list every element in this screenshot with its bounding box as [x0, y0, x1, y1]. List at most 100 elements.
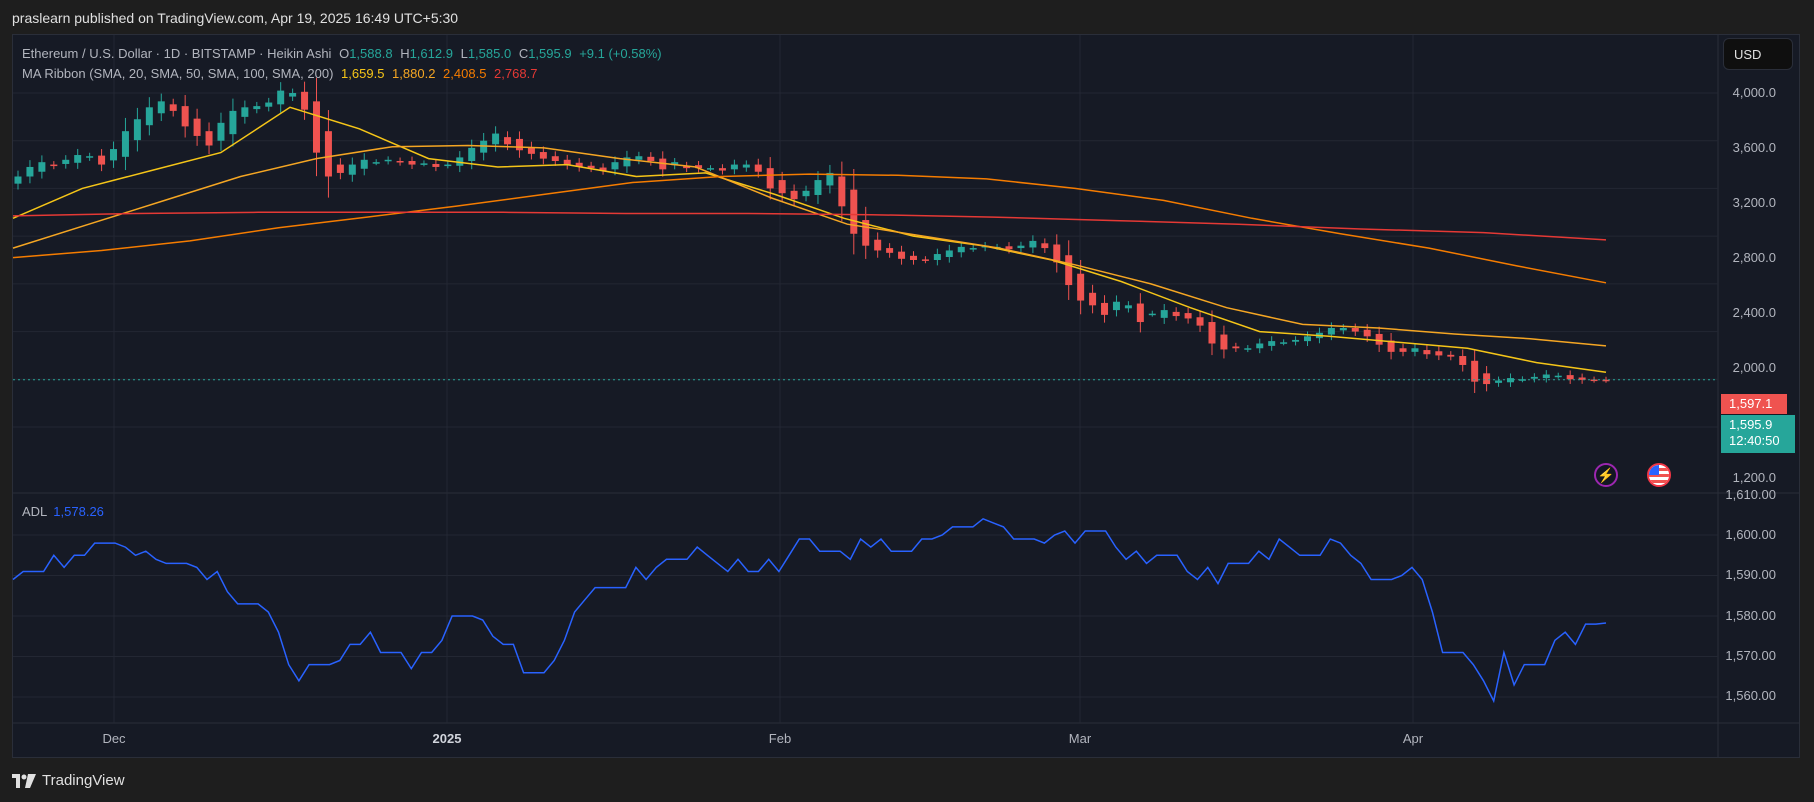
close-number: 1,595.9 [528, 46, 572, 61]
tradingview-logo: TradingView [12, 772, 125, 789]
candle [229, 98, 237, 147]
previous-close-tag: 1,597.1 [1721, 394, 1787, 414]
candle [492, 126, 500, 152]
candle [730, 159, 738, 175]
time-label: 2025 [432, 731, 462, 746]
candle [814, 171, 822, 204]
candle [62, 155, 70, 169]
candle [563, 154, 571, 170]
candle [587, 161, 595, 173]
candle [898, 245, 906, 265]
candle [1399, 343, 1407, 357]
candle [1471, 349, 1479, 394]
last-price-tag: 1,595.9 12:40:50 [1721, 415, 1795, 453]
lightning-event-icon[interactable]: ⚡ [1594, 463, 1618, 487]
symbol-legend: Ethereum / U.S. Dollar · 1D · BITSTAMP ·… [22, 46, 666, 61]
candle [277, 82, 285, 113]
candle [838, 161, 846, 222]
time-label: Dec [102, 731, 126, 746]
candle [193, 108, 201, 146]
open-value: O1,588.8 [339, 46, 393, 61]
candle [1495, 376, 1503, 387]
sma50-value: 1,880.2 [392, 66, 436, 81]
bar-countdown: 12:40:50 [1729, 433, 1780, 448]
candle [26, 160, 34, 184]
candle [289, 88, 297, 101]
low-label: L [460, 46, 468, 61]
candle [1172, 307, 1180, 321]
candle [551, 151, 559, 166]
candle [1089, 284, 1097, 314]
high-label: H [400, 46, 410, 61]
candle [969, 244, 977, 252]
candle [742, 160, 750, 172]
candle [635, 151, 643, 165]
candle [695, 160, 703, 173]
candle [683, 161, 691, 173]
adl-value: 1,578.26 [53, 504, 104, 519]
candle [1112, 295, 1120, 317]
candle [241, 100, 249, 124]
candle [181, 95, 189, 138]
last-price: 1,595.9 [1729, 417, 1773, 432]
sma20-value: 1,659.5 [341, 66, 385, 81]
price-tick: 3,600.0 [1732, 140, 1776, 155]
adl-tick: 1,600.00 [1725, 527, 1776, 542]
price-tick: 2,800.0 [1732, 250, 1776, 265]
candle [1136, 293, 1144, 333]
candle [1554, 372, 1562, 379]
candle [1232, 342, 1240, 352]
candle [921, 256, 929, 264]
candle [1065, 240, 1073, 300]
candle [1483, 366, 1491, 392]
candle [933, 248, 941, 266]
candle [611, 156, 619, 176]
candle [38, 155, 46, 179]
candle [408, 156, 416, 169]
us-flag-economic-event-icon[interactable] [1647, 463, 1671, 487]
candle [1280, 339, 1288, 346]
publisher-line: praslearn published on TradingView.com, … [12, 10, 459, 26]
candle [253, 101, 261, 114]
candle [862, 206, 870, 259]
candle [707, 165, 715, 172]
ma-line-sma50 [12, 144, 1607, 347]
candle [1459, 349, 1467, 372]
candle [909, 251, 917, 265]
candle [527, 141, 535, 160]
candle [1518, 376, 1526, 383]
candle [1602, 376, 1610, 383]
candle [145, 97, 153, 136]
adl-legend: ADL 1,578.26 [22, 504, 104, 519]
candle [1411, 343, 1419, 357]
time-label: Apr [1402, 731, 1424, 746]
price-tick: 3,200.0 [1732, 195, 1776, 210]
candle [324, 110, 332, 198]
low-value: L1,585.0 [461, 46, 512, 61]
ma-ribbon-legend: MA Ribbon (SMA, 20, SMA, 50, SMA, 100, S… [22, 66, 541, 81]
candle [647, 152, 655, 166]
candle [50, 161, 58, 170]
candle [886, 243, 894, 258]
us-flag-icon [1649, 465, 1669, 485]
candle [86, 152, 94, 161]
candle [98, 149, 106, 172]
candle [945, 244, 953, 263]
adl-tick: 1,580.00 [1725, 608, 1776, 623]
price-tick: 1,200.0 [1732, 470, 1776, 485]
currency-button[interactable]: USD [1723, 38, 1793, 70]
candle [121, 117, 129, 171]
candle [1435, 346, 1443, 361]
candle [874, 232, 882, 258]
candle [1196, 310, 1204, 332]
candle [348, 157, 356, 182]
close-value: C1,595.9 [519, 46, 572, 61]
candle [432, 159, 440, 172]
candle [718, 164, 726, 175]
candle [1101, 295, 1109, 323]
ma-line-sma20 [12, 106, 1607, 373]
open-label: O [339, 46, 350, 61]
candle [336, 158, 344, 180]
candle [169, 98, 177, 117]
